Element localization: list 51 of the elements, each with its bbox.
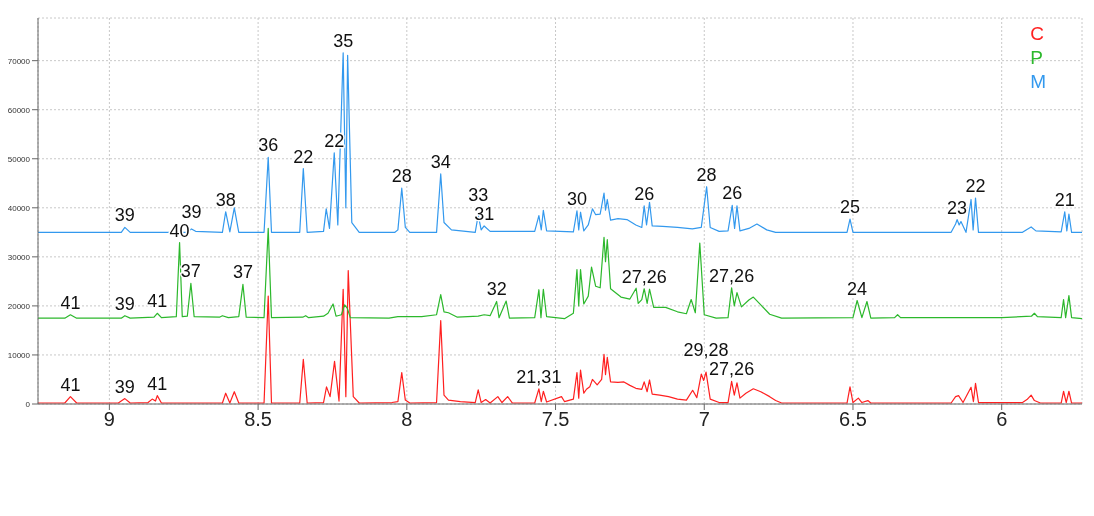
annotation: 27,26 bbox=[621, 266, 667, 287]
y-tick-label: 30000 bbox=[7, 252, 31, 262]
y-tick-label: 10000 bbox=[7, 350, 31, 360]
annotation: 29,28 bbox=[683, 340, 729, 361]
x-tick-label: 6.5 bbox=[839, 408, 867, 431]
annotation: 31 bbox=[474, 203, 495, 224]
x-tick-label: 8 bbox=[401, 408, 413, 431]
annotation: 27,26 bbox=[709, 265, 755, 286]
annotation: 41 bbox=[147, 373, 168, 394]
annotation: 23 bbox=[947, 197, 968, 218]
annotation: 33 bbox=[468, 184, 489, 205]
annotation: 26 bbox=[634, 183, 655, 204]
y-tick-label: 70000 bbox=[7, 56, 31, 66]
annotation: 39 bbox=[114, 205, 135, 226]
y-tick-label: 20000 bbox=[7, 301, 31, 311]
annotation: 27,26 bbox=[709, 359, 755, 380]
annotation: 37 bbox=[232, 262, 253, 283]
annotation: 21 bbox=[1054, 189, 1075, 210]
y-tick-label: 50000 bbox=[7, 154, 31, 164]
annotation: 22 bbox=[965, 176, 986, 196]
y-tick-label: 60000 bbox=[7, 105, 31, 115]
annotation: 38 bbox=[215, 189, 236, 210]
x-tick-label: 8.5 bbox=[244, 408, 273, 431]
annotation: 39 bbox=[114, 293, 135, 314]
annotation: 36 bbox=[258, 135, 279, 156]
annotation: 28 bbox=[696, 164, 717, 185]
text: C bbox=[1030, 22, 1044, 46]
annotation: 35 bbox=[333, 30, 354, 51]
annotation: 22 bbox=[293, 146, 314, 167]
x-tick-label: 7 bbox=[698, 408, 710, 431]
x-tick-label: 6 bbox=[996, 408, 1008, 431]
x-tick-label: 7.5 bbox=[541, 408, 570, 431]
text: M bbox=[1030, 70, 1046, 94]
annotation: 37 bbox=[180, 261, 201, 282]
annotation: 41 bbox=[60, 292, 81, 313]
annotation: 30 bbox=[566, 188, 587, 209]
annotation: 32 bbox=[486, 279, 507, 300]
annotation: 28 bbox=[391, 166, 412, 187]
x-tick-label: 9 bbox=[103, 408, 115, 431]
annotation: 41 bbox=[147, 291, 168, 312]
y-tick-label: 0 bbox=[25, 399, 31, 409]
annotation: 25 bbox=[839, 197, 861, 218]
annotation: 39 bbox=[114, 376, 135, 397]
annotation: 24 bbox=[847, 278, 868, 299]
annotation: 21,31 bbox=[516, 366, 562, 387]
y-tick-label: 40000 bbox=[7, 203, 31, 213]
annotation: 41 bbox=[60, 374, 81, 395]
annotation: 34 bbox=[430, 151, 451, 172]
annotation: 26 bbox=[722, 183, 743, 204]
text: P bbox=[1030, 46, 1043, 70]
annotation: 39 bbox=[181, 202, 202, 223]
